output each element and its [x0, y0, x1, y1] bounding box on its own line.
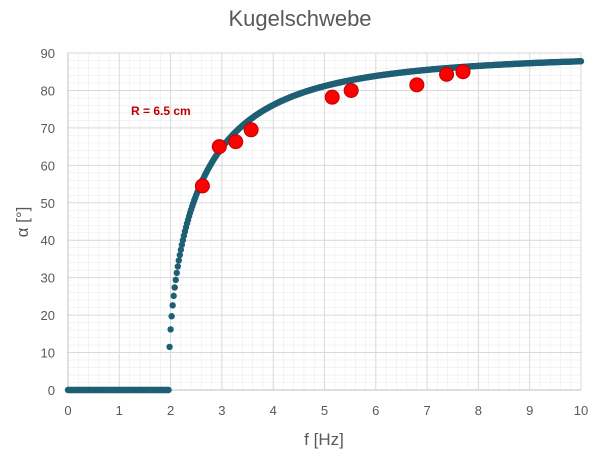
x-tick-labels: 0 1 2 3 4 5 6 7 8 9 10: [64, 403, 588, 418]
y-tick-label: 90: [41, 46, 55, 61]
measured-point: [439, 66, 455, 82]
y-tick-label: 20: [41, 308, 55, 323]
y-axis-label: α [°]: [13, 207, 32, 238]
x-tick-label: 2: [167, 403, 174, 418]
x-axis-label: f [Hz]: [304, 430, 344, 449]
y-tick-label: 10: [41, 346, 55, 361]
chart-title: Kugelschwebe: [228, 6, 372, 31]
y-tick-label: 60: [41, 158, 55, 173]
model-point: [175, 257, 183, 264]
x-tick-label: 9: [526, 403, 533, 418]
measured-point: [243, 122, 259, 138]
model-point: [170, 292, 177, 300]
x-tick-label: 6: [372, 403, 379, 418]
measured-point: [343, 82, 359, 98]
x-tick-label: 3: [218, 403, 225, 418]
major-grid: [68, 52, 582, 390]
model-point: [577, 58, 585, 65]
model-point: [172, 276, 179, 284]
y-tick-label: 50: [41, 196, 55, 211]
x-tick-label: 0: [64, 403, 71, 418]
model-point: [177, 246, 185, 253]
model-point: [166, 343, 173, 351]
x-tick-label: 1: [116, 403, 123, 418]
model-point: [174, 263, 181, 270]
measured-point: [409, 77, 425, 93]
y-tick-label: 80: [41, 83, 55, 98]
x-tick-label: 8: [475, 403, 482, 418]
x-tick-label: 10: [574, 403, 588, 418]
measured-series: [194, 64, 471, 194]
measured-point: [211, 139, 227, 155]
measured-point: [324, 89, 340, 105]
model-point: [173, 269, 180, 277]
x-tick-label: 7: [423, 403, 430, 418]
measured-point: [194, 178, 210, 194]
radius-annotation: R = 6.5 cm: [131, 104, 191, 118]
measured-point: [455, 64, 471, 80]
y-tick-labels: 0 10 20 30 40 50 60 70 80 90: [41, 46, 55, 398]
y-tick-label: 30: [41, 271, 55, 286]
model-point: [176, 251, 184, 259]
y-tick-label: 0: [48, 383, 55, 398]
model-series: [64, 58, 585, 394]
model-point: [168, 313, 175, 320]
model-point: [169, 302, 176, 309]
measured-point: [228, 134, 244, 150]
model-point: [171, 284, 178, 291]
x-tick-label: 4: [270, 403, 277, 418]
model-point: [165, 386, 172, 394]
y-tick-label: 40: [41, 233, 55, 248]
x-tick-label: 5: [321, 403, 328, 418]
model-point: [167, 326, 174, 333]
y-tick-label: 70: [41, 121, 55, 136]
